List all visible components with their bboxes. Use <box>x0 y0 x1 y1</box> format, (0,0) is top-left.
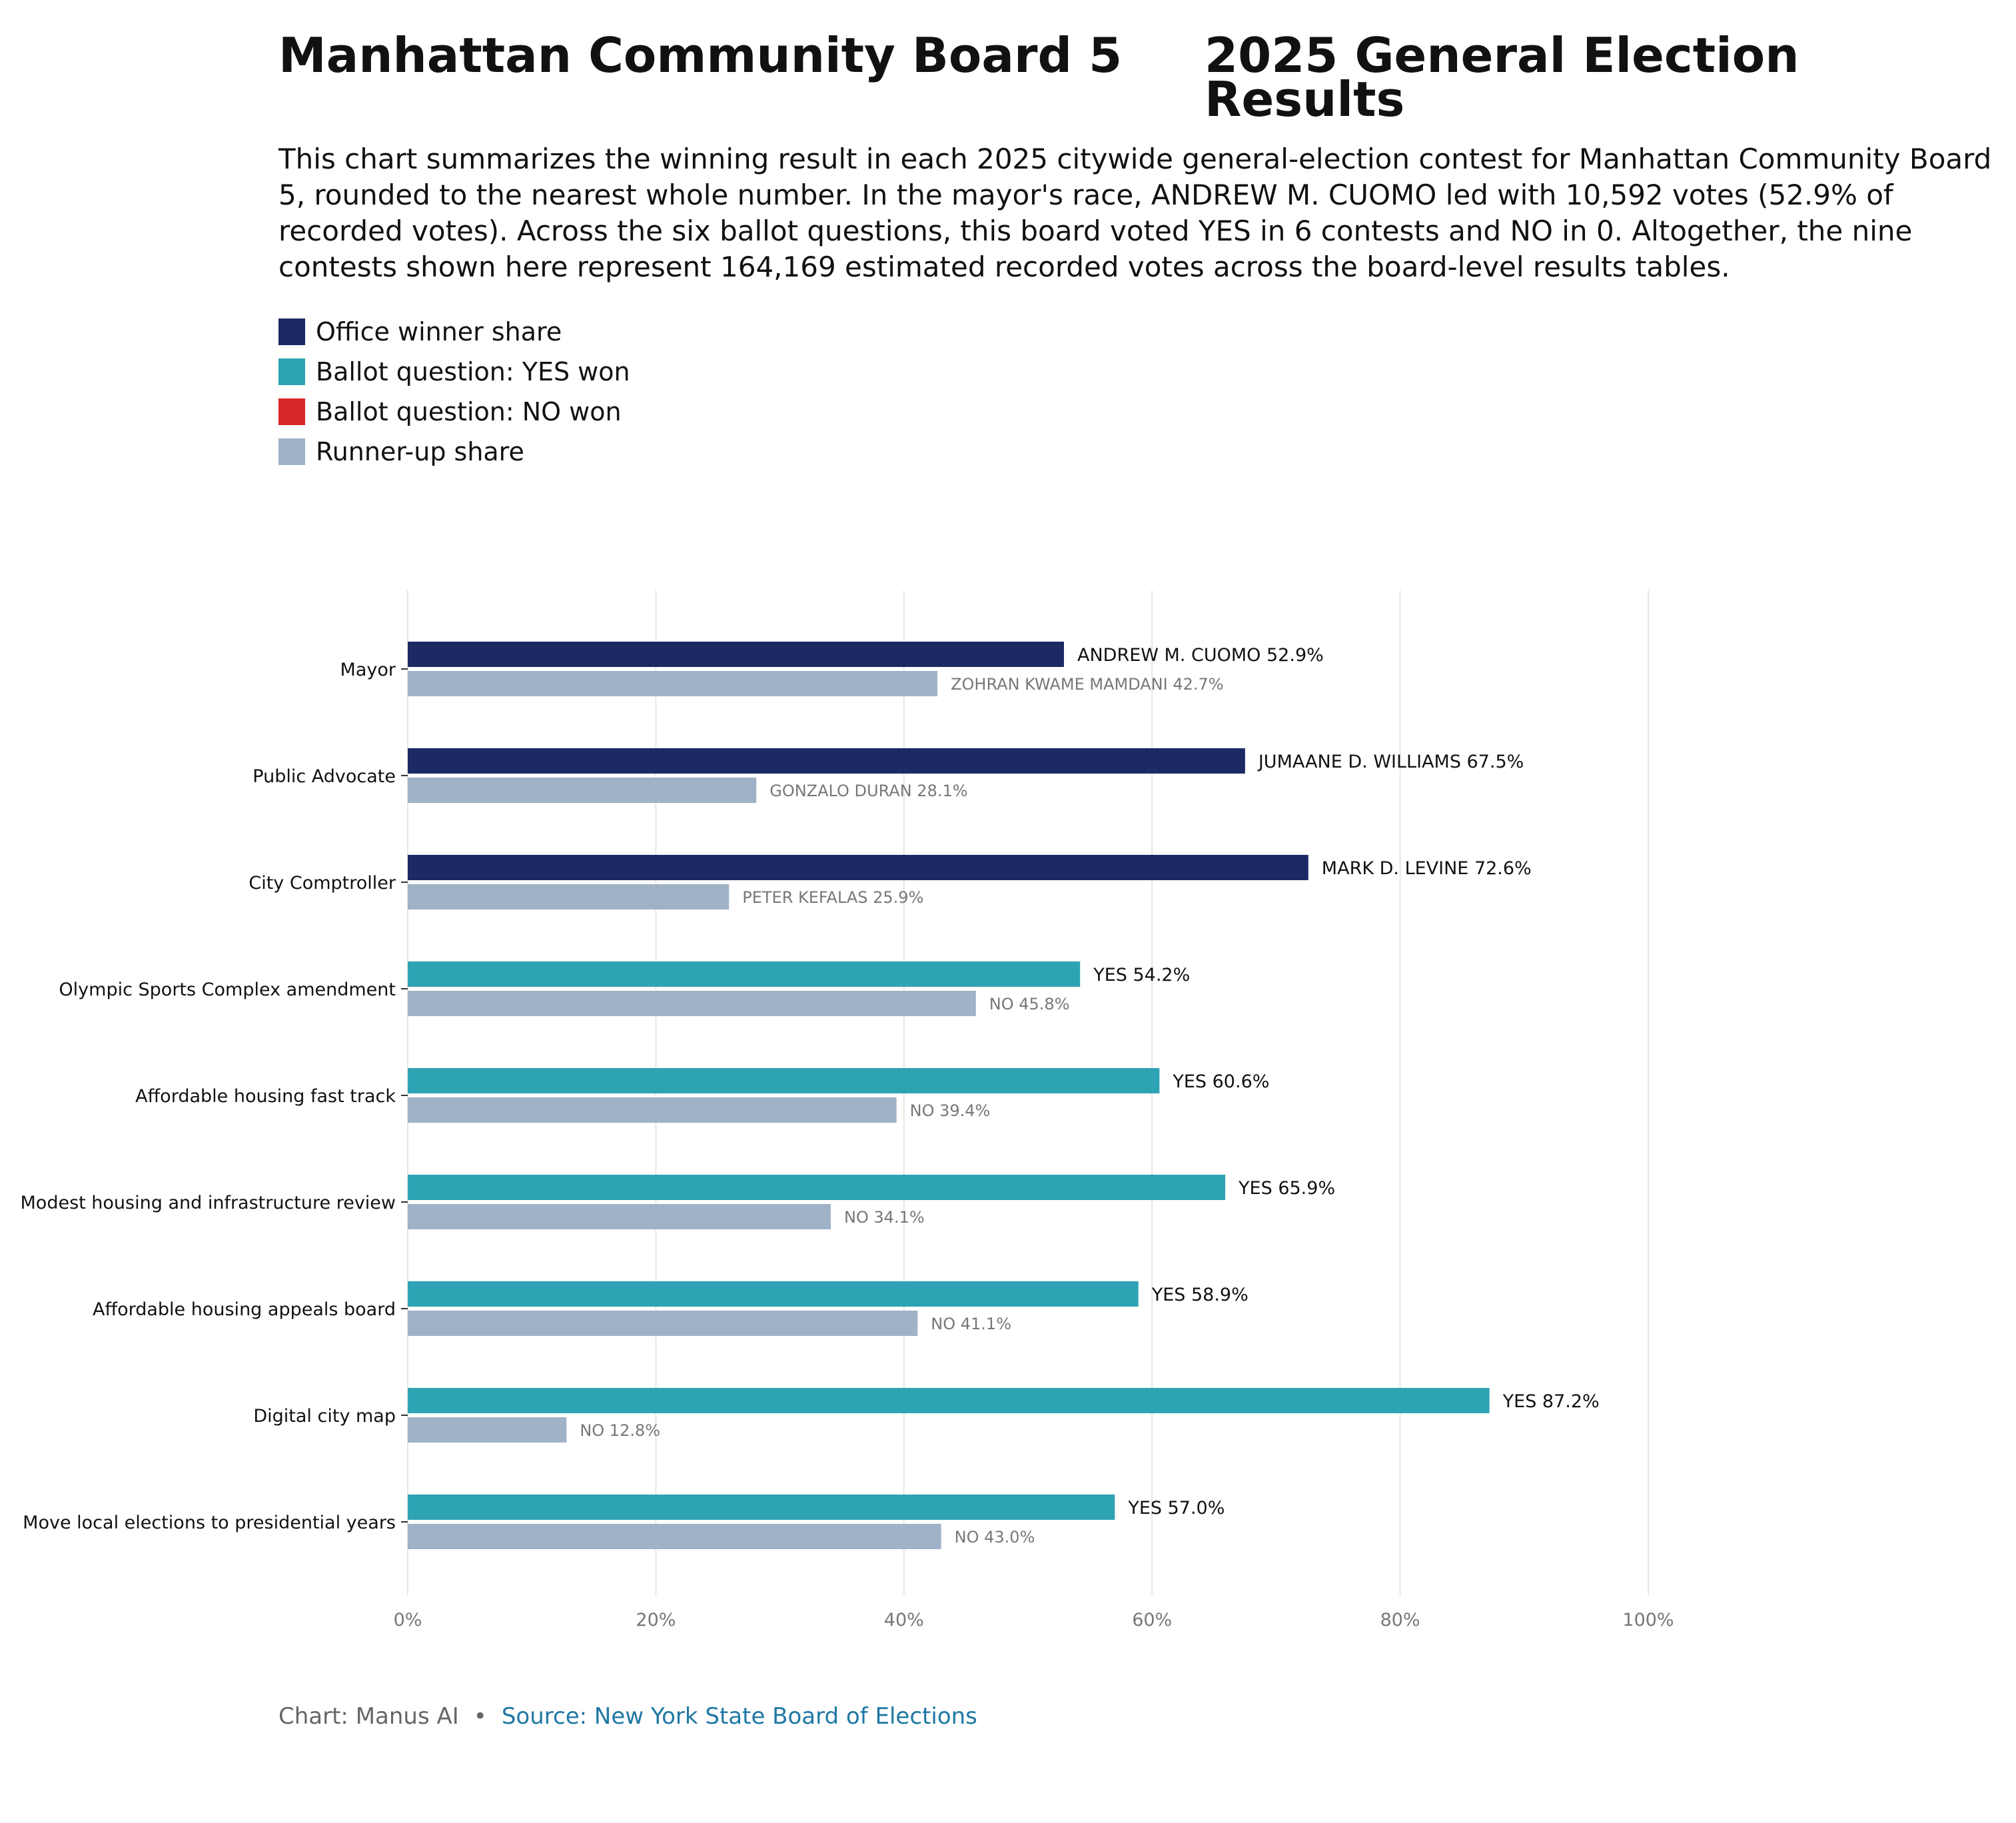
winner-bar <box>408 1281 1139 1307</box>
y-category-label: Digital city map <box>253 1406 396 1427</box>
runner-up-bar <box>408 1524 941 1549</box>
winner-bar <box>408 1495 1115 1520</box>
y-category-label: Modest housing and infrastructure review <box>21 1193 396 1213</box>
runner-up-data-label: NO 39.4% <box>910 1101 991 1120</box>
source-link[interactable]: Source: New York State Board of Election… <box>501 1703 977 1730</box>
x-tick-label: 80% <box>1380 1610 1420 1630</box>
x-tick-label: 20% <box>636 1610 676 1630</box>
x-tick-label: 100% <box>1622 1610 1674 1630</box>
runner-up-bar <box>408 1097 897 1123</box>
winner-bar <box>408 642 1064 667</box>
x-tick-label: 60% <box>1132 1610 1172 1630</box>
winner-data-label: ANDREW M. CUOMO 52.9% <box>1077 645 1324 666</box>
winner-data-label: MARK D. LEVINE 72.6% <box>1322 858 1532 879</box>
legend-swatch-office-winner <box>278 318 305 345</box>
winner-data-label: YES 54.2% <box>1093 965 1190 985</box>
winner-bar <box>408 961 1081 987</box>
winner-data-label: JUMAANE D. WILLIAMS 67.5% <box>1257 752 1524 772</box>
legend-label-runner-up: Runner-up share <box>316 437 524 466</box>
runner-up-data-label: NO 43.0% <box>955 1528 1035 1546</box>
runner-up-bar <box>408 884 730 910</box>
y-category-label: Public Advocate <box>252 766 396 787</box>
footer-separator: • <box>473 1703 487 1730</box>
y-category-label: City Comptroller <box>249 873 396 894</box>
runner-up-bar <box>408 1204 831 1229</box>
runner-up-data-label: NO 45.8% <box>989 995 1070 1013</box>
winner-bar <box>408 855 1308 880</box>
winner-data-label: YES 65.9% <box>1238 1178 1335 1199</box>
y-category-label: Move local elections to presidential yea… <box>23 1513 396 1533</box>
runner-up-data-label: PETER KEFALAS 25.9% <box>742 888 923 907</box>
runner-up-data-label: NO 12.8% <box>580 1421 660 1440</box>
winner-bar <box>408 1388 1490 1413</box>
x-tick-label: 40% <box>884 1610 924 1630</box>
chart-subtitle: This chart summarizes the winning result… <box>278 143 1992 283</box>
runner-up-bar <box>408 778 757 803</box>
chart-title-left: Manhattan Community Board 5 <box>278 27 1123 83</box>
y-category-label: Mayor <box>340 660 396 680</box>
x-tick-label: 0% <box>394 1610 422 1630</box>
chart-credit: Chart: Manus AI <box>278 1703 459 1730</box>
legend-item-no-won: Ballot question: NO won <box>278 392 630 432</box>
runner-up-bar <box>408 991 976 1016</box>
legend-item-yes-won: Ballot question: YES won <box>278 352 630 392</box>
legend-label-no-won: Ballot question: NO won <box>316 397 622 426</box>
runner-up-data-label: GONZALO DURAN 28.1% <box>769 782 967 800</box>
bar-chart: 0% 20% 40% 60% 80% 100% Mayor ANDREW M. CUOMO 5… <box>21 590 1674 1630</box>
winner-bar <box>408 748 1245 774</box>
winner-bar <box>408 1175 1226 1200</box>
runner-up-data-label: ZOHRAN KWAME MAMDANI 42.7% <box>951 675 1224 694</box>
legend-swatch-no-won <box>278 398 305 425</box>
legend-item-runner-up: Runner-up share <box>278 432 630 472</box>
y-category-label: Affordable housing fast track <box>135 1086 396 1107</box>
chart-title-right: 2025 General Election Results <box>1205 27 1799 127</box>
winner-bar <box>408 1068 1160 1093</box>
runner-up-bar <box>408 1417 567 1443</box>
runner-up-bar <box>408 671 938 696</box>
y-category-label: Affordable housing appeals board <box>93 1299 396 1320</box>
winner-data-label: YES 87.2% <box>1502 1391 1600 1412</box>
winner-data-label: YES 57.0% <box>1127 1498 1225 1519</box>
winner-data-label: YES 60.6% <box>1172 1071 1269 1092</box>
runner-up-data-label: NO 41.1% <box>931 1315 1011 1333</box>
legend-label-yes-won: Ballot question: YES won <box>316 357 630 386</box>
legend: Office winner share Ballot question: YES… <box>278 312 630 472</box>
runner-up-data-label: NO 34.1% <box>844 1208 925 1227</box>
legend-item-office-winner: Office winner share <box>278 312 630 352</box>
legend-swatch-runner-up <box>278 438 305 465</box>
legend-swatch-yes-won <box>278 358 305 385</box>
y-category-label: Olympic Sports Complex amendment <box>59 979 396 1000</box>
winner-data-label: YES 58.9% <box>1151 1285 1249 1305</box>
footer: Chart: Manus AI • Source: New York State B… <box>278 1703 977 1730</box>
legend-label-office-winner: Office winner share <box>316 317 562 346</box>
runner-up-bar <box>408 1311 918 1336</box>
